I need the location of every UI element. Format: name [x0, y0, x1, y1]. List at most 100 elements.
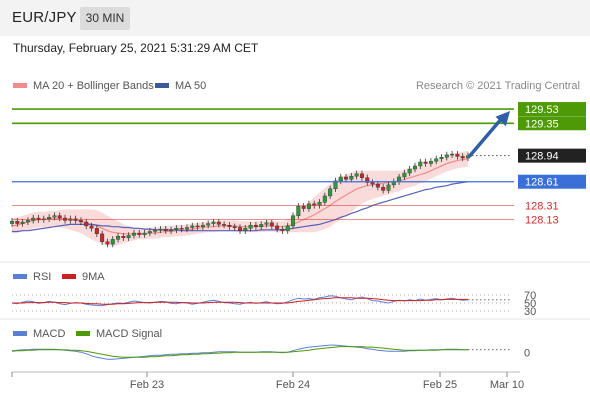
legend-bollinger-swatch	[13, 82, 27, 88]
candle-body	[370, 182, 375, 185]
candle-body	[381, 187, 386, 191]
candle-body	[397, 176, 402, 182]
candle-body	[84, 221, 89, 227]
candle-body	[52, 215, 57, 218]
candle-body	[322, 195, 327, 203]
macd-tick-label: 0	[524, 348, 530, 360]
current-price-value: 128.94	[525, 151, 559, 163]
candle-body	[116, 236, 121, 240]
candle-body	[105, 241, 110, 245]
rsi-tick-label: 30	[524, 306, 536, 318]
candle-body	[163, 228, 168, 231]
candle-body	[359, 173, 364, 178]
legend-macd-signal-swatch	[76, 330, 90, 336]
support-level-value: 128.13	[525, 215, 559, 227]
bollinger-band	[12, 150, 468, 246]
macd-signal-line	[11, 346, 468, 358]
candle-body	[301, 205, 306, 209]
candle-body	[211, 221, 216, 224]
candle-body	[338, 176, 343, 182]
x-tick-label: Feb 24	[276, 379, 310, 391]
candle-body	[285, 225, 290, 231]
candle-body	[365, 177, 370, 183]
candle-body	[306, 203, 311, 209]
legend-rsi-label: RSI	[33, 271, 52, 283]
x-tick-label: Mar 10	[490, 379, 524, 391]
legend-rsi-ma-label: 9MA	[82, 271, 105, 283]
candle-body	[25, 220, 30, 223]
credit-text: Research © 2021 Trading Central	[415, 80, 580, 92]
legend-macd-signal-label: MACD Signal	[96, 328, 163, 340]
timeframe-button[interactable]: 30 MIN	[80, 7, 130, 30]
target-level-tag	[518, 116, 586, 131]
candle-body	[280, 228, 285, 231]
candle-body	[94, 228, 99, 235]
candle-body	[455, 153, 460, 157]
candle-body	[147, 231, 152, 234]
candle-body	[412, 165, 417, 170]
pivot-level-tag	[518, 174, 586, 189]
candle-body	[100, 233, 105, 242]
candle-body	[291, 215, 296, 227]
projection-arrow-shaft	[468, 116, 504, 158]
legend-rsi-ma: 9MA	[62, 271, 105, 283]
rsi-ma-line	[12, 297, 468, 305]
candle-body	[328, 188, 333, 197]
symbol-title: EUR/JPY	[12, 9, 77, 26]
legend-rsi: RSI	[13, 271, 51, 283]
candle-body	[190, 225, 195, 228]
legend-ma50-label: MA 50	[175, 80, 207, 92]
candle-body	[47, 217, 52, 220]
candle-body	[195, 225, 200, 228]
legend-macd-swatch	[13, 330, 27, 336]
candle-body	[259, 224, 264, 227]
candle-body	[243, 228, 248, 231]
candle-body	[169, 229, 174, 232]
candle-body	[349, 175, 354, 180]
header-bar: EUR/JPY 30 MIN	[0, 0, 590, 36]
candle-body	[15, 220, 20, 224]
legend-macd-signal: MACD Signal	[76, 328, 162, 340]
candle-body	[9, 220, 14, 224]
candle-body	[20, 221, 25, 224]
candle-body	[386, 184, 391, 191]
target-level-tag	[518, 102, 586, 117]
legend-ma50: MA 50	[155, 80, 206, 92]
legend-macd: MACD	[13, 328, 65, 340]
legend-macd-label: MACD	[33, 328, 66, 340]
candle-body	[142, 232, 147, 235]
candle-body	[126, 235, 131, 238]
legend-rsi-swatch	[13, 273, 27, 279]
candle-body	[354, 173, 359, 177]
legend-ma50-swatch	[155, 82, 169, 88]
candle-body	[264, 222, 269, 225]
candle-body	[450, 153, 455, 156]
legend-bollinger: MA 20 + Bollinger Bands	[13, 80, 154, 92]
projection-arrow-head	[495, 111, 510, 127]
candle-body	[121, 236, 126, 238]
candle-body	[375, 183, 380, 188]
candle-body	[402, 172, 407, 178]
candle-body	[275, 225, 280, 230]
candle-body	[407, 168, 412, 174]
candle-body	[57, 215, 62, 219]
candle-body	[248, 224, 253, 229]
candle-body	[439, 157, 444, 160]
timestamp: Thursday, February 25, 2021 5:31:29 AM C…	[13, 41, 259, 55]
candle-body	[184, 227, 189, 230]
rsi-line	[11, 295, 469, 307]
candle-body	[344, 176, 349, 180]
candle-body	[206, 223, 211, 226]
rsi-tick-label: 70	[524, 290, 536, 302]
candle-body	[434, 158, 439, 162]
candle-body	[237, 227, 242, 231]
candle-body	[444, 154, 449, 158]
candle-body	[222, 224, 227, 226]
candle-body	[232, 226, 237, 228]
candle-body	[78, 220, 83, 223]
x-tick-label: Feb 23	[130, 379, 164, 391]
candle-body	[110, 239, 115, 245]
x-tick-label: Feb 25	[423, 379, 457, 391]
